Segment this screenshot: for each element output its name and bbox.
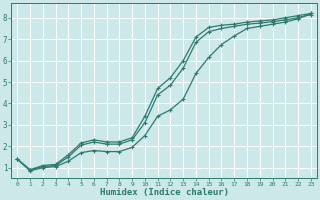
- X-axis label: Humidex (Indice chaleur): Humidex (Indice chaleur): [100, 188, 228, 197]
